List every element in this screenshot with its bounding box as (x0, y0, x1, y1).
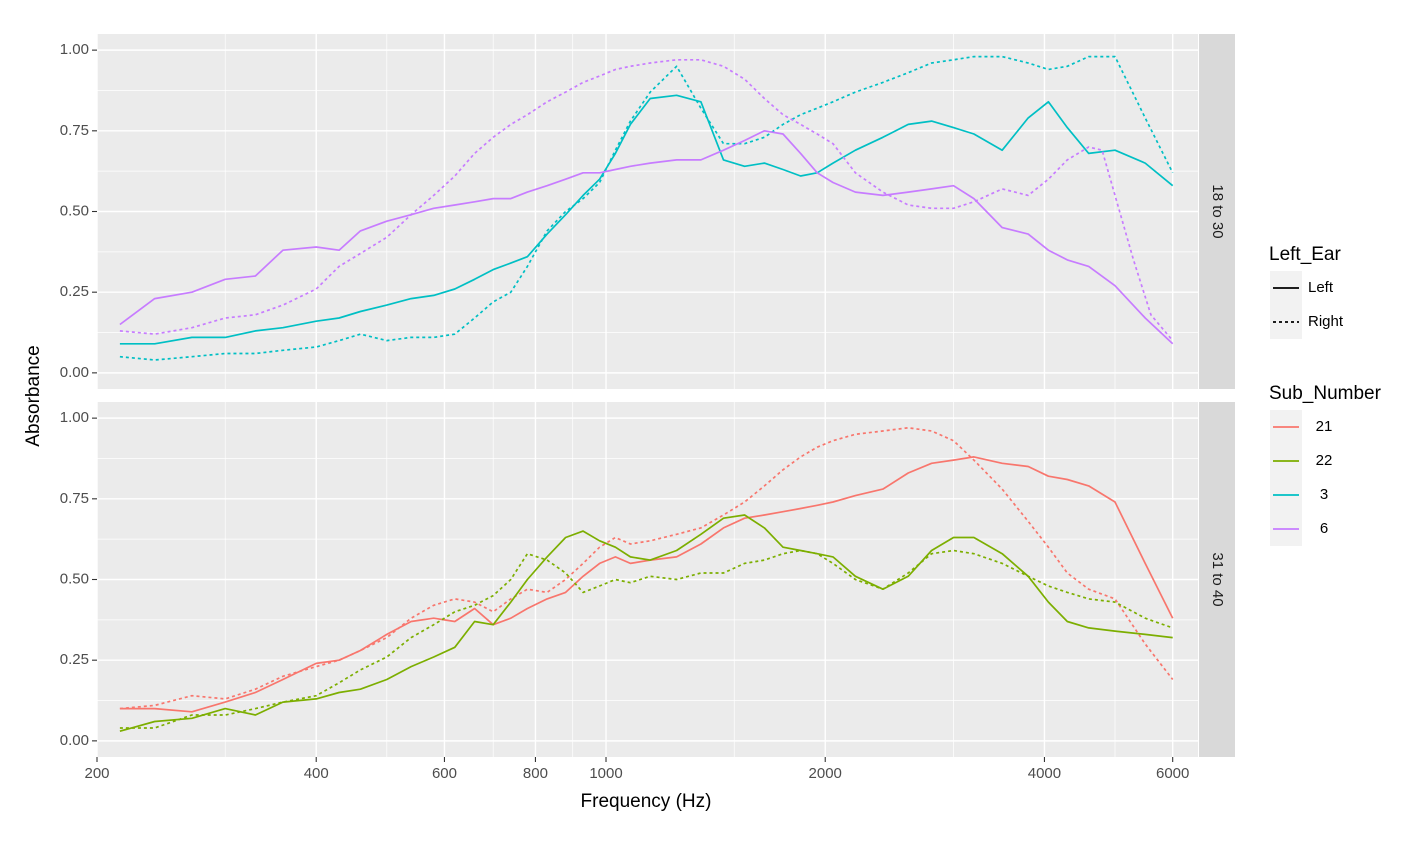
y-tick-label: 1.00 (60, 41, 89, 58)
y-tick-label: 0.00 (60, 364, 89, 381)
legend-label: 6 (1320, 520, 1328, 537)
facet-panel: 18 to 30 (96, 34, 1235, 389)
x-tick-label: 2000 (809, 765, 842, 782)
y-tick-label: 0.75 (60, 122, 89, 139)
series-line-6-left (119, 129, 1174, 345)
facet-strip (1199, 34, 1235, 389)
legend: Left_Ear Left Right Sub_Number 21 22 3 6 (1269, 244, 1382, 546)
x-tick-label: 200 (84, 765, 109, 782)
legend-label: 3 (1320, 486, 1328, 503)
facet-strip (1199, 402, 1235, 757)
facet-strip-label: 18 to 30 (1209, 184, 1226, 238)
series-line-22-right (119, 549, 1173, 729)
legend-label: Right (1308, 313, 1344, 330)
x-tick-label: 600 (432, 765, 457, 782)
series-line-21-right (119, 426, 1174, 710)
x-tick-label: 1000 (589, 765, 622, 782)
y-tick-label: 0.25 (60, 651, 89, 668)
x-tick-label: 4000 (1028, 765, 1061, 782)
x-tick-label: 6000 (1156, 765, 1189, 782)
facet-panel: 31 to 40 (96, 402, 1235, 757)
legend-label: 21 (1316, 418, 1333, 435)
series-line-6-right (119, 58, 1174, 342)
chart-axes: 0.00 0.25 0.50 0.75 1.00 0.00 0.25 0.50 0.75 1.00… (60, 41, 1190, 782)
series-line-3-left (119, 94, 1174, 345)
y-tick-label: 0.50 (60, 570, 89, 587)
series-line-22-left (119, 514, 1173, 733)
legend-label: Left (1308, 279, 1334, 296)
y-tick-label: 0.50 (60, 202, 89, 219)
y-tick-label: 0.00 (60, 732, 89, 749)
y-tick-label: 0.75 (60, 490, 89, 507)
facet-strip-label: 31 to 40 (1209, 552, 1226, 606)
series-line-3-right (119, 55, 1174, 361)
y-axis-title: Absorbance (23, 345, 44, 446)
x-tick-label: 800 (523, 765, 548, 782)
y-tick-label: 1.00 (60, 409, 89, 426)
y-tick-label: 0.25 (60, 283, 89, 300)
x-axis-title: Frequency (Hz) (581, 791, 712, 812)
legend-label: 22 (1316, 452, 1333, 469)
legend-title-left-ear: Left_Ear (1269, 244, 1341, 265)
chart-panels: 18 to 30 31 to 40 (96, 34, 1235, 757)
legend-title-sub-number: Sub_Number (1269, 383, 1382, 404)
x-tick-label: 400 (304, 765, 329, 782)
